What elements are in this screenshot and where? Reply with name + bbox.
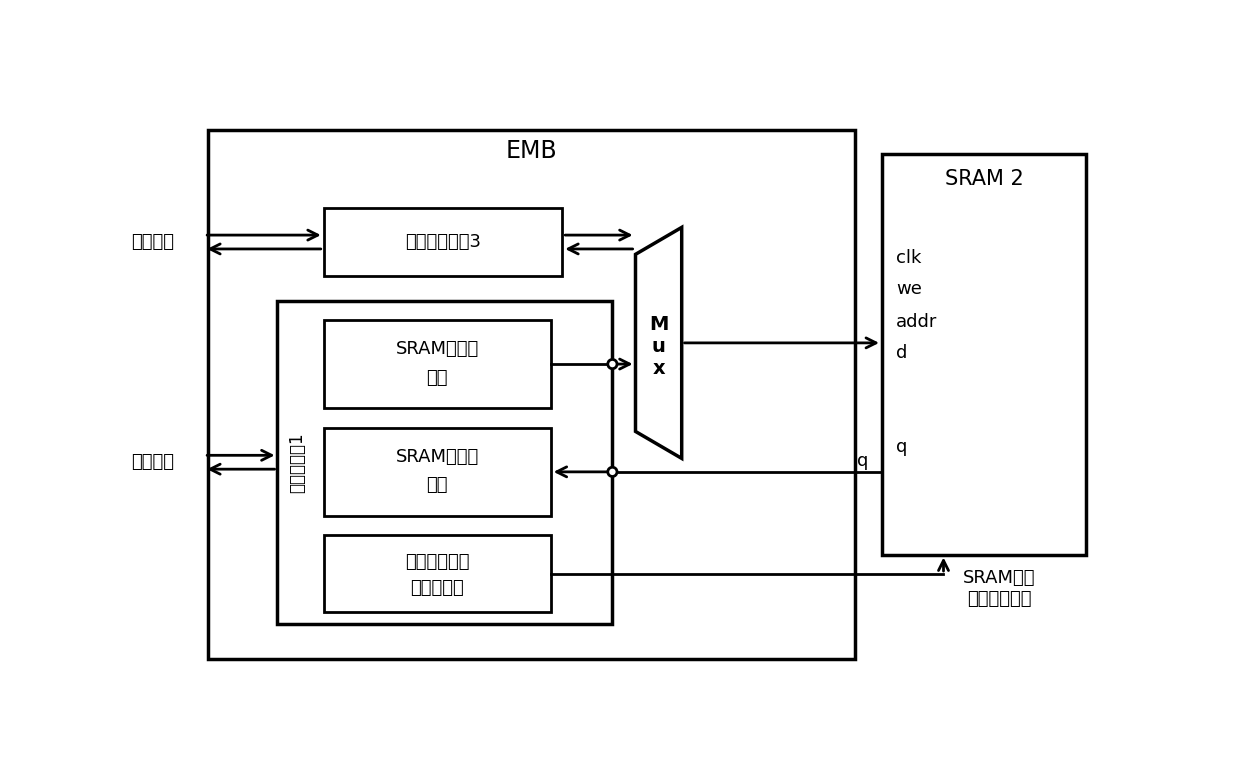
Text: 配置数据寄存: 配置数据寄存 [405,554,470,571]
Text: 逻辑: 逻辑 [427,368,448,387]
Text: 配置控制器1: 配置控制器1 [288,432,306,493]
Circle shape [608,467,618,476]
Text: EMB: EMB [506,139,557,163]
Text: addr: addr [895,313,937,331]
Text: 器读写逻辑: 器读写逻辑 [410,579,464,597]
Bar [324,208,563,276]
Bar [278,300,613,624]
Text: SRAM工作: SRAM工作 [963,569,1035,587]
Text: we: we [895,280,921,298]
Bar [324,320,551,408]
Text: 配置接口: 配置接口 [131,453,174,471]
Text: 用户控制接口3: 用户控制接口3 [405,233,481,251]
Text: 模式控制接口: 模式控制接口 [967,591,1032,608]
Text: SRAM 2: SRAM 2 [945,169,1023,189]
Polygon shape [635,228,682,459]
Text: q: q [895,438,908,455]
Bar [324,536,551,612]
Text: 逻辑: 逻辑 [427,476,448,494]
Circle shape [608,360,618,369]
Text: M
u
x: M u x [649,315,668,378]
Text: d: d [895,344,908,362]
Text: SRAM读控制: SRAM读控制 [396,448,479,466]
Bar [324,428,551,516]
Text: clk: clk [895,249,921,267]
Text: SRAM写控制: SRAM写控制 [396,340,479,358]
Text: 用户接口: 用户接口 [131,233,174,251]
Bar [208,130,854,659]
Text: q: q [857,452,868,470]
Bar [882,154,1086,554]
